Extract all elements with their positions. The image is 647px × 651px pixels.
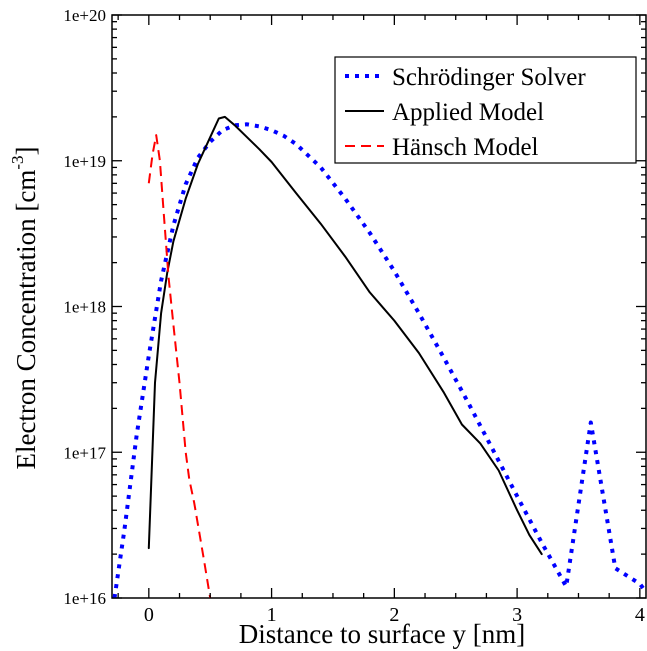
y-axis-label-exponent: -3 xyxy=(8,155,27,169)
y-axis-label-group: Electron Concentration [cm-3] xyxy=(8,146,41,469)
series-line-applied-model xyxy=(147,115,543,556)
x-tick-label: 3 xyxy=(512,604,522,626)
series-line-schrodinger-solver xyxy=(112,122,646,598)
axis-ticks: 0 1 2 3 4 1e+16 1e+17 1e+18 1e+19 1e+20 xyxy=(63,6,646,626)
legend-label-schrodinger: Schrödinger Solver xyxy=(392,64,586,91)
y-axis-label-close: ] xyxy=(11,146,41,155)
y-tick-label: 1e+17 xyxy=(63,443,106,462)
x-tick-label: 4 xyxy=(635,604,645,626)
y-tick-label: 1e+16 xyxy=(63,589,106,608)
y-tick-label: 1e+20 xyxy=(63,6,106,25)
x-tick-label: 1 xyxy=(267,604,277,626)
legend-label-applied: Applied Model xyxy=(392,99,544,126)
y-axis-label: Electron Concentration [cm-3] xyxy=(8,146,41,469)
plot-series-group xyxy=(112,115,646,598)
x-tick-label: 0 xyxy=(144,604,154,626)
y-axis-label-text: Electron Concentration [cm xyxy=(11,170,41,470)
x-axis-label: Distance to surface y [nm] xyxy=(239,619,525,649)
series-line-hansch-model xyxy=(147,134,212,598)
y-tick-label: 1e+18 xyxy=(63,298,106,317)
x-tick-label: 2 xyxy=(389,604,399,626)
legend-box xyxy=(334,56,637,164)
legend-label-hansch: Hänsch Model xyxy=(392,134,539,161)
legend: Schrödinger Solver Applied Model Hänsch … xyxy=(334,56,637,164)
y-tick-label: 1e+19 xyxy=(63,152,106,171)
